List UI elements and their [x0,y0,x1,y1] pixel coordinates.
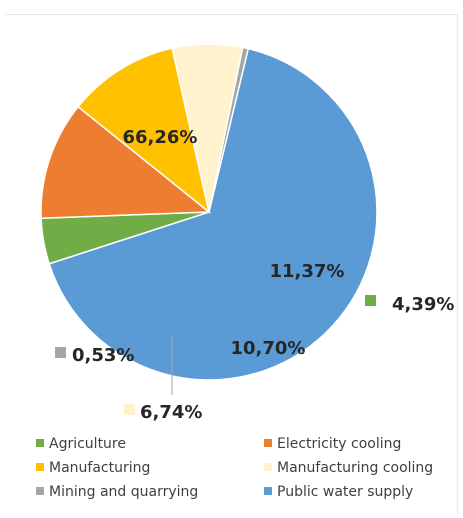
legend-label: Manufacturing [49,460,151,476]
pie-slice-public-water-supply [48,47,378,381]
legend-item-manufacturing: Manufacturing [36,460,150,476]
legend-label: Agriculture [49,436,126,452]
label-legend-key [55,347,66,358]
data-label: 10,70% [231,338,306,359]
legend-label: Manufacturing cooling [277,460,434,476]
data-label: 11,37% [270,261,345,282]
legend-swatch [264,439,272,447]
legend-label: Mining and quarrying [49,484,199,500]
legend-swatch [36,487,44,495]
legend-item-mining-and-quarrying: Mining and quarrying [36,484,198,500]
pie-slice-manufacturing [77,47,211,214]
legend-swatch [264,463,272,471]
legend-item-electricity-cooling: Electricity cooling [264,436,401,452]
pie-slice-electricity-cooling [40,105,212,220]
label-legend-key [124,404,135,415]
pie-slice-mining-and-quarrying [208,46,250,213]
legend-item-manufacturing-cooling: Manufacturing cooling [264,460,433,476]
label-legend-key [365,295,376,306]
legend-label: Electricity cooling [277,436,402,452]
chart-frame [6,14,458,514]
legend-item-agriculture: Agriculture [36,436,126,452]
legend-swatch [264,487,272,495]
legend-label: Public water supply [277,484,414,500]
data-label: 6,74% [140,402,202,423]
data-label: 4,39% [392,294,454,315]
legend-swatch [36,439,44,447]
data-label: 66,26% [123,127,198,148]
legend-item-public-water-supply: Public water supply [264,484,413,500]
data-label: 0,53% [72,345,134,366]
legend-swatch [36,463,44,471]
